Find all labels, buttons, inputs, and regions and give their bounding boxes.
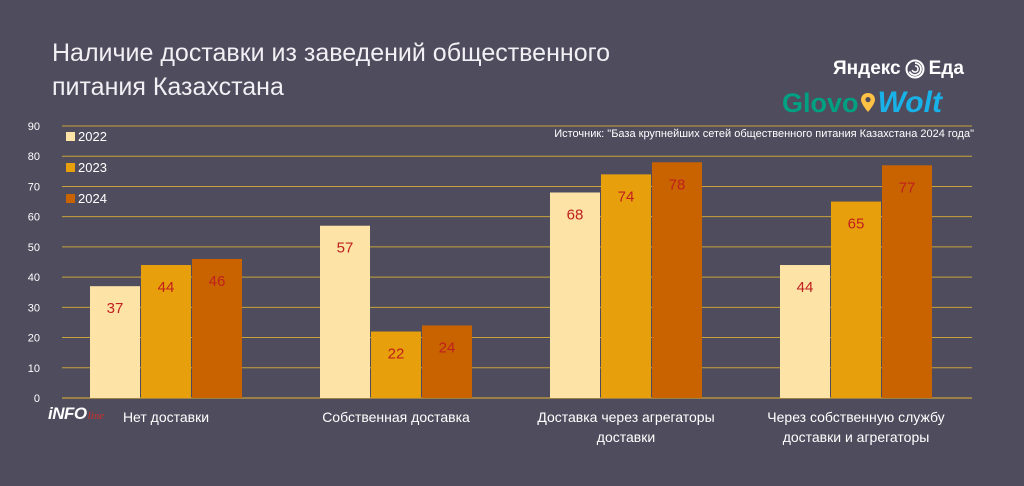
legend-label-2022: 2022 [78,129,107,144]
source-note: Источник: "База крупнейших сетей обществ… [554,128,974,140]
y-tick-label-10: 10 [28,363,40,375]
glovo-pin-icon [860,93,875,112]
yandex-eda-swirl-icon [905,59,925,79]
bar-2024-cat-3 [652,162,702,398]
value-label-2022-cat-1: 37 [107,300,124,317]
y-tick-label-80: 80 [28,151,40,163]
legend-swatch-2022 [66,132,75,141]
y-tick-label-90: 90 [28,121,40,133]
legend-swatch-2023 [66,163,75,172]
bar-2023-cat-4 [831,201,881,398]
bar-2022-cat-2 [320,225,370,398]
y-tick-label-30: 30 [28,302,40,314]
legend-label-2023: 2023 [78,160,107,175]
chart-title-line-1: Наличие доставки из заведений общественн… [52,39,611,67]
glovo-logo-text: Glovo [782,87,859,118]
bar-2023-cat-3 [601,174,651,398]
value-label-2024-cat-4: 77 [899,179,916,196]
wolt-logo-text: Wolt [877,86,942,119]
bar-2022-cat-1 [90,286,140,398]
value-label-2024-cat-1: 46 [209,273,226,290]
category-label-4-line-1: Через собственную службу [767,409,944,425]
infoline-watermark-main: iNFO [48,404,87,423]
delivery-brands-logos: Glovo Wolt [782,86,942,120]
category-label-4-line-2: доставки и агрегаторы [783,429,930,445]
bar-2022-cat-4 [780,265,830,398]
y-tick-label-40: 40 [28,272,40,284]
value-label-2022-cat-4: 44 [797,279,814,296]
category-label-3-line-2: доставки [597,429,655,445]
yandex-eda-logo: Яндекс Еда [833,58,964,80]
infoline-watermark: iNFO line [48,404,104,424]
bar-2024-cat-4 [882,165,932,398]
value-label-2023-cat-2: 22 [388,346,405,363]
value-label-2024-cat-2: 24 [439,339,456,356]
category-labels: Нет доставки Собственная доставка Доставка… [123,409,945,445]
eda-logo-text: Еда [928,58,964,79]
legend: 2022 2023 2024 [66,129,107,206]
value-label-2022-cat-2: 57 [337,240,354,257]
y-tick-label-20: 20 [28,333,40,345]
y-tick-label-0: 0 [34,393,40,405]
bar-2022-cat-3 [550,192,600,398]
y-axis-tick-labels: 0 10 20 30 40 50 60 70 80 90 [28,121,40,405]
legend-label-2024: 2024 [78,191,107,206]
legend-swatch-2024 [66,194,75,203]
value-label-2024-cat-3: 78 [669,176,686,193]
y-tick-label-70: 70 [28,181,40,193]
bar-2023-cat-1 [141,265,191,398]
bar-2024-cat-1 [192,258,242,398]
y-tick-label-50: 50 [28,242,40,254]
bars [90,162,932,398]
bar-2023-cat-2 [371,331,421,398]
chart-title-line-2: питания Казахстана [52,73,284,101]
infoline-watermark-script: line [87,410,105,422]
value-label-2022-cat-3: 68 [567,206,584,223]
bar-2024-cat-2 [422,325,472,398]
y-tick-label-60: 60 [28,212,40,224]
value-label-2023-cat-4: 65 [848,216,865,233]
yandex-logo-text: Яндекс [833,58,901,79]
value-label-2023-cat-3: 74 [618,188,635,205]
value-label-2023-cat-1: 44 [158,279,175,296]
category-label-1-line-1: Нет доставки [123,409,209,425]
category-label-2-line-1: Собственная доставка [322,409,470,425]
chart-title: Наличие доставки из заведений общественн… [52,36,692,104]
bar-value-labels: 37 44 46 57 22 24 68 74 78 44 65 77 [107,176,916,362]
category-label-3-line-1: Доставка через агрегаторы [537,409,714,425]
